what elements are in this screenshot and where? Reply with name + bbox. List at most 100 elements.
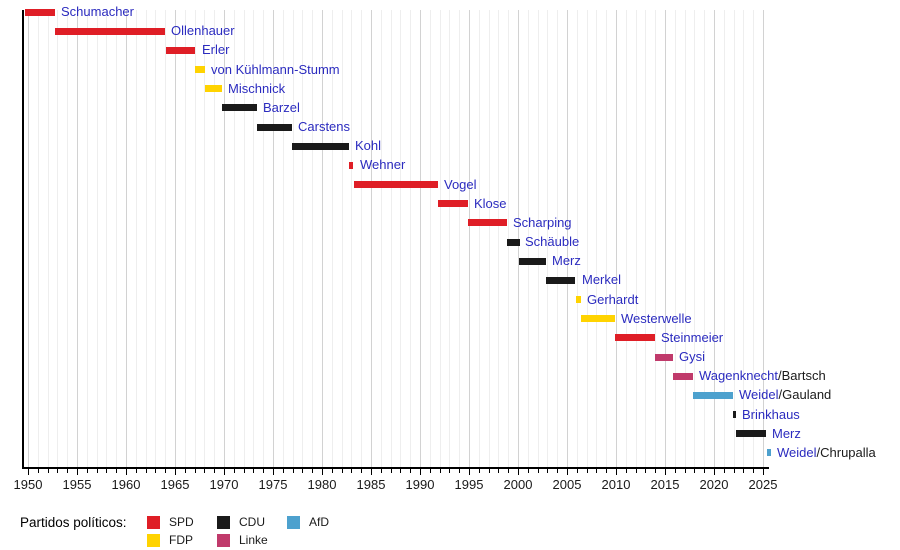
timeline-bar xyxy=(507,239,520,246)
gridline-1950 xyxy=(28,10,29,468)
person-name-link[interactable]: Vogel xyxy=(444,177,477,192)
gridline-1970 xyxy=(224,10,225,468)
timeline-bar xyxy=(166,47,195,54)
legend-swatch-afd xyxy=(287,515,300,529)
timeline-bar xyxy=(615,334,655,341)
x-tick-2004 xyxy=(557,469,558,473)
person-label[interactable]: Wehner xyxy=(360,156,405,174)
x-tick-1974 xyxy=(263,469,264,473)
gridline-1998 xyxy=(498,10,499,468)
legend-entry-cdu: CDU xyxy=(217,513,287,531)
timeline-bar xyxy=(195,66,205,73)
person-name-link[interactable]: Gysi xyxy=(679,349,705,364)
gridline-1978 xyxy=(302,10,303,468)
gridline-1958 xyxy=(106,10,107,468)
x-tick-2020 xyxy=(714,469,715,475)
gridline-1971 xyxy=(234,10,235,468)
gridline-1976 xyxy=(283,10,284,468)
legend-label: FDP xyxy=(169,533,193,547)
person-label[interactable]: Wagenknecht/Bartsch xyxy=(699,367,826,385)
person-label[interactable]: Barzel xyxy=(263,99,300,117)
person-name-link[interactable]: Erler xyxy=(202,42,230,57)
x-tick-label-1975: 1975 xyxy=(258,477,288,492)
person-label[interactable]: Kohl xyxy=(355,137,381,155)
legend-title: Partidos políticos: xyxy=(20,515,127,530)
x-tick-label-2020: 2020 xyxy=(699,477,729,492)
person-name-link[interactable]: von Kühlmann-Stumm xyxy=(211,62,340,77)
person-name-link[interactable]: Gerhardt xyxy=(587,292,639,307)
legend-label: Linke xyxy=(239,533,268,547)
x-tick-1971 xyxy=(234,469,235,473)
person-label[interactable]: Gysi xyxy=(679,348,705,366)
person-label[interactable]: Ollenhauer xyxy=(171,22,235,40)
x-tick-1954 xyxy=(67,469,68,473)
person-name-link[interactable]: Wagenknecht xyxy=(699,368,779,383)
x-tick-1967 xyxy=(195,469,196,473)
x-tick-2025 xyxy=(763,469,764,475)
x-tick-2022 xyxy=(734,469,735,473)
x-tick-label-2010: 2010 xyxy=(601,477,631,492)
person-label[interactable]: Merz xyxy=(552,252,581,270)
person-name-link[interactable]: Barzel xyxy=(263,100,300,115)
person-name-suffix: /Gauland xyxy=(778,387,832,402)
person-label[interactable]: Brinkhaus xyxy=(742,406,800,424)
person-name-suffix: /Chrupalla xyxy=(816,445,876,460)
x-tick-1962 xyxy=(146,469,147,473)
x-tick-2010 xyxy=(616,469,617,475)
person-name-link[interactable]: Mischnick xyxy=(228,81,286,96)
x-tick-1952 xyxy=(48,469,49,473)
x-tick-2023 xyxy=(743,469,744,473)
gridline-2018 xyxy=(694,10,695,468)
x-tick-2002 xyxy=(538,469,539,473)
person-label[interactable]: Carstens xyxy=(298,118,350,136)
gridline-2007 xyxy=(587,10,588,468)
person-name-link[interactable]: Ollenhauer xyxy=(171,23,235,38)
person-name-link[interactable]: Brinkhaus xyxy=(742,407,800,422)
person-name-link[interactable]: Klose xyxy=(474,196,507,211)
x-tick-label-1990: 1990 xyxy=(405,477,435,492)
person-label[interactable]: Vogel xyxy=(444,176,477,194)
person-label[interactable]: Weidel/Gauland xyxy=(739,386,831,404)
x-tick-1961 xyxy=(136,469,137,473)
person-name-link[interactable]: Westerwelle xyxy=(621,311,692,326)
person-name-link[interactable]: Weidel xyxy=(739,387,779,402)
legend-label: AfD xyxy=(309,515,330,529)
person-label[interactable]: Mischnick xyxy=(228,80,285,98)
x-tick-1968 xyxy=(204,469,205,473)
person-label[interactable]: Schumacher xyxy=(61,3,134,21)
person-name-link[interactable]: Weidel xyxy=(777,445,817,460)
person-name-link[interactable]: Steinmeier xyxy=(661,330,724,345)
person-name-link[interactable]: Merz xyxy=(552,253,581,268)
person-label[interactable]: Westerwelle xyxy=(621,310,692,328)
x-tick-1953 xyxy=(57,469,58,473)
person-name-link[interactable]: Schumacher xyxy=(61,4,134,19)
person-name-link[interactable]: Wehner xyxy=(360,157,406,172)
person-label[interactable]: Gerhardt xyxy=(587,291,638,309)
person-name-link[interactable]: Kohl xyxy=(355,138,382,153)
person-label[interactable]: Scharping xyxy=(513,214,572,232)
person-label[interactable]: Merkel xyxy=(582,271,621,289)
gridline-2021 xyxy=(724,10,725,468)
person-label[interactable]: Weidel/Chrupalla xyxy=(777,444,876,462)
person-name-link[interactable]: Scharping xyxy=(513,215,572,230)
timeline-bar xyxy=(519,258,546,265)
legend-entry-spd: SPD xyxy=(147,513,217,531)
x-tick-2016 xyxy=(675,469,676,473)
person-name-link[interactable]: Merz xyxy=(772,426,801,441)
person-label[interactable]: Klose xyxy=(474,195,507,213)
x-tick-1996 xyxy=(479,469,480,473)
gridline-2009 xyxy=(606,10,607,468)
gridline-1997 xyxy=(489,10,490,468)
person-name-link[interactable]: Merkel xyxy=(582,272,622,287)
gridline-2019 xyxy=(704,10,705,468)
timeline-bar xyxy=(257,124,292,131)
x-tick-1982 xyxy=(342,469,343,473)
person-name-link[interactable]: Schäuble xyxy=(525,234,580,249)
person-label[interactable]: von Kühlmann-Stumm xyxy=(211,61,340,79)
person-label[interactable]: Steinmeier xyxy=(661,329,723,347)
x-tick-1995 xyxy=(469,469,470,475)
person-label[interactable]: Merz xyxy=(772,425,801,443)
person-label[interactable]: Erler xyxy=(202,41,229,59)
person-name-link[interactable]: Carstens xyxy=(298,119,351,134)
person-label[interactable]: Schäuble xyxy=(525,233,579,251)
